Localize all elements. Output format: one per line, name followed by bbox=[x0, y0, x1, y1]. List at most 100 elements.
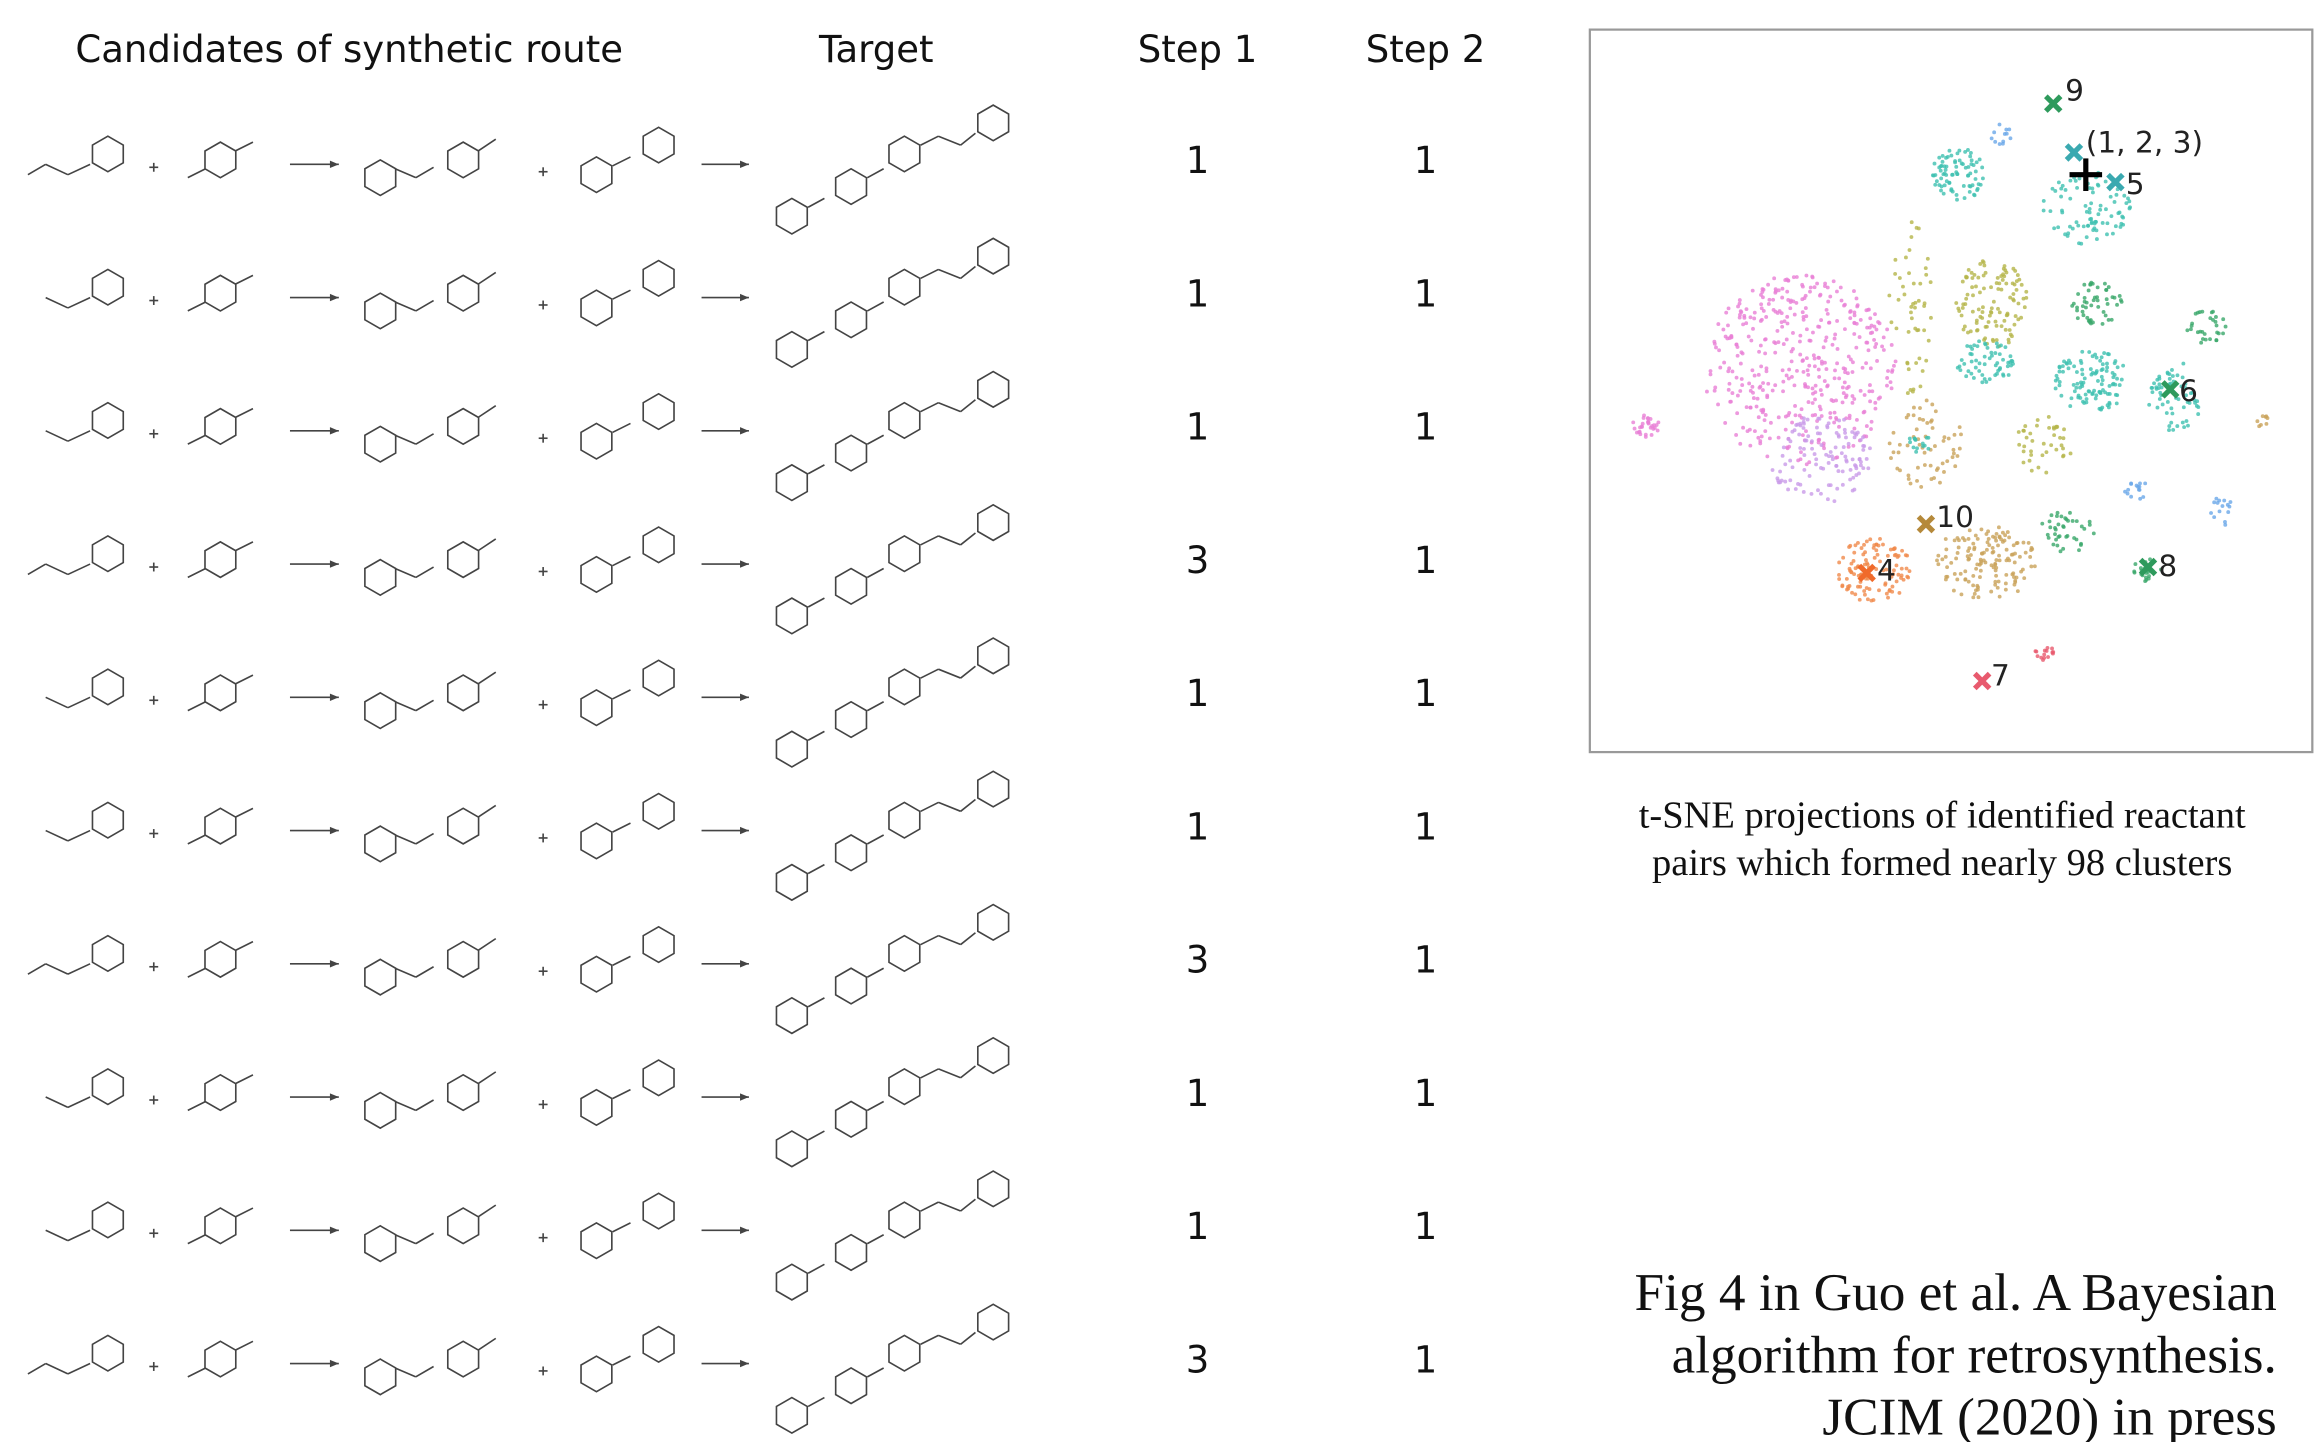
tsne-point bbox=[2091, 228, 2095, 232]
tsne-point bbox=[1851, 457, 1855, 461]
tsne-point bbox=[1892, 431, 1896, 435]
tsne-point bbox=[1827, 461, 1831, 465]
tsne-point bbox=[1778, 309, 1782, 313]
tsne-point bbox=[1709, 369, 1713, 373]
tsne-point bbox=[1814, 463, 1818, 467]
tsne-point bbox=[1944, 555, 1948, 559]
tsne-point bbox=[1837, 419, 1841, 423]
tsne-point bbox=[1967, 537, 1971, 541]
tsne-point bbox=[2121, 364, 2125, 368]
tsne-point bbox=[1936, 562, 1940, 566]
tsne-point bbox=[1806, 368, 1810, 372]
tsne-point bbox=[1966, 174, 1970, 178]
tsne-point bbox=[2129, 495, 2133, 499]
tsne-point bbox=[1771, 298, 1775, 302]
tsne-point bbox=[1983, 336, 1987, 340]
tsne-point bbox=[1817, 368, 1821, 372]
tsne-point bbox=[1851, 370, 1855, 374]
tsne-point bbox=[1785, 277, 1789, 281]
tsne-point bbox=[2106, 302, 2110, 306]
tsne-point bbox=[1738, 298, 1742, 302]
tsne-point bbox=[1802, 420, 1806, 424]
tsne-point bbox=[1958, 364, 1962, 368]
tsne-point bbox=[2208, 316, 2212, 320]
tsne-point bbox=[1807, 400, 1811, 404]
tsne-point bbox=[1747, 382, 1751, 386]
step-1: 1 bbox=[1186, 272, 1210, 315]
tsne-point bbox=[1897, 298, 1901, 302]
tsne-point bbox=[1809, 286, 1813, 290]
tsne-point bbox=[2181, 362, 2185, 366]
tsne-point bbox=[2017, 302, 2021, 306]
tsne-point bbox=[2036, 418, 2040, 422]
tsne-point bbox=[2098, 208, 2102, 212]
tsne-point bbox=[2113, 200, 2117, 204]
tsne-point bbox=[2085, 301, 2089, 305]
tsne-point bbox=[1970, 271, 1974, 275]
tsne-point bbox=[1835, 431, 1839, 435]
tsne-point bbox=[2098, 407, 2102, 411]
tsne-point bbox=[1885, 592, 1889, 596]
tsne-point bbox=[1971, 595, 1975, 599]
figure: Candidates of synthetic route Target Ste… bbox=[0, 0, 2321, 1442]
tsne-point bbox=[2051, 543, 2055, 547]
tsne-point bbox=[2103, 390, 2107, 394]
tsne-point bbox=[1897, 451, 1901, 455]
tsne-point bbox=[1969, 151, 1973, 155]
tsne-point bbox=[2069, 452, 2073, 456]
tsne-point bbox=[1898, 276, 1902, 280]
tsne-point bbox=[2096, 212, 2100, 216]
tsne-point bbox=[2052, 427, 2056, 431]
tsne-point bbox=[2108, 384, 2112, 388]
tsne-point bbox=[1721, 328, 1725, 332]
tsne-point bbox=[2081, 304, 2085, 308]
tsne-point bbox=[1912, 413, 1916, 417]
tsne-point bbox=[2066, 231, 2070, 235]
tsne-point bbox=[1957, 309, 1961, 313]
tsne-point bbox=[1953, 160, 1957, 164]
tsne-point bbox=[2087, 289, 2091, 293]
tsne-point bbox=[1825, 384, 1829, 388]
tsne-point bbox=[1973, 546, 1977, 550]
tsne-point bbox=[1874, 548, 1878, 552]
tsne-point bbox=[1968, 352, 1972, 356]
tsne-point bbox=[1996, 287, 2000, 291]
tsne-point bbox=[1975, 329, 1979, 333]
tsne-point bbox=[2215, 331, 2219, 335]
tsne-point bbox=[1781, 380, 1785, 384]
tsne-point bbox=[1763, 429, 1767, 433]
citation: JCIM (2020) in press bbox=[1822, 1388, 2276, 1442]
tsne-point bbox=[2101, 362, 2105, 366]
tsne-point bbox=[2056, 377, 2060, 381]
tsne-point bbox=[2027, 541, 2031, 545]
tsne-point bbox=[1929, 316, 1933, 320]
tsne-point bbox=[1748, 444, 1752, 448]
tsne-point bbox=[1895, 326, 1899, 330]
tsne-point bbox=[1868, 316, 1872, 320]
tsne-point bbox=[2006, 530, 2010, 534]
tsne-point bbox=[2101, 378, 2105, 382]
tsne-point bbox=[2058, 366, 2062, 370]
tsne-point bbox=[1906, 391, 1910, 395]
tsne-point bbox=[1989, 285, 1993, 289]
tsne-point bbox=[2062, 427, 2066, 431]
tsne-point bbox=[1843, 303, 1847, 307]
tsne-point bbox=[1979, 569, 1983, 573]
tsne-point bbox=[1861, 466, 1865, 470]
tsne-point bbox=[2030, 439, 2034, 443]
tsne-point bbox=[1861, 366, 1865, 370]
tsne-point bbox=[2056, 511, 2060, 515]
tsne-point bbox=[1993, 351, 1997, 355]
tsne-point bbox=[1941, 160, 1945, 164]
tsne-point bbox=[1889, 320, 1893, 324]
tsne-point bbox=[1650, 433, 1654, 437]
tsne-point bbox=[1907, 367, 1911, 371]
tsne-point bbox=[1841, 400, 1845, 404]
tsne-point bbox=[2053, 189, 2057, 193]
tsne-point bbox=[2081, 310, 2085, 314]
tsne-point bbox=[2050, 513, 2054, 517]
step-2: 1 bbox=[1414, 539, 1438, 582]
tsne-point bbox=[1764, 315, 1768, 319]
tsne-point bbox=[2088, 207, 2092, 211]
tsne-point bbox=[1781, 389, 1785, 393]
